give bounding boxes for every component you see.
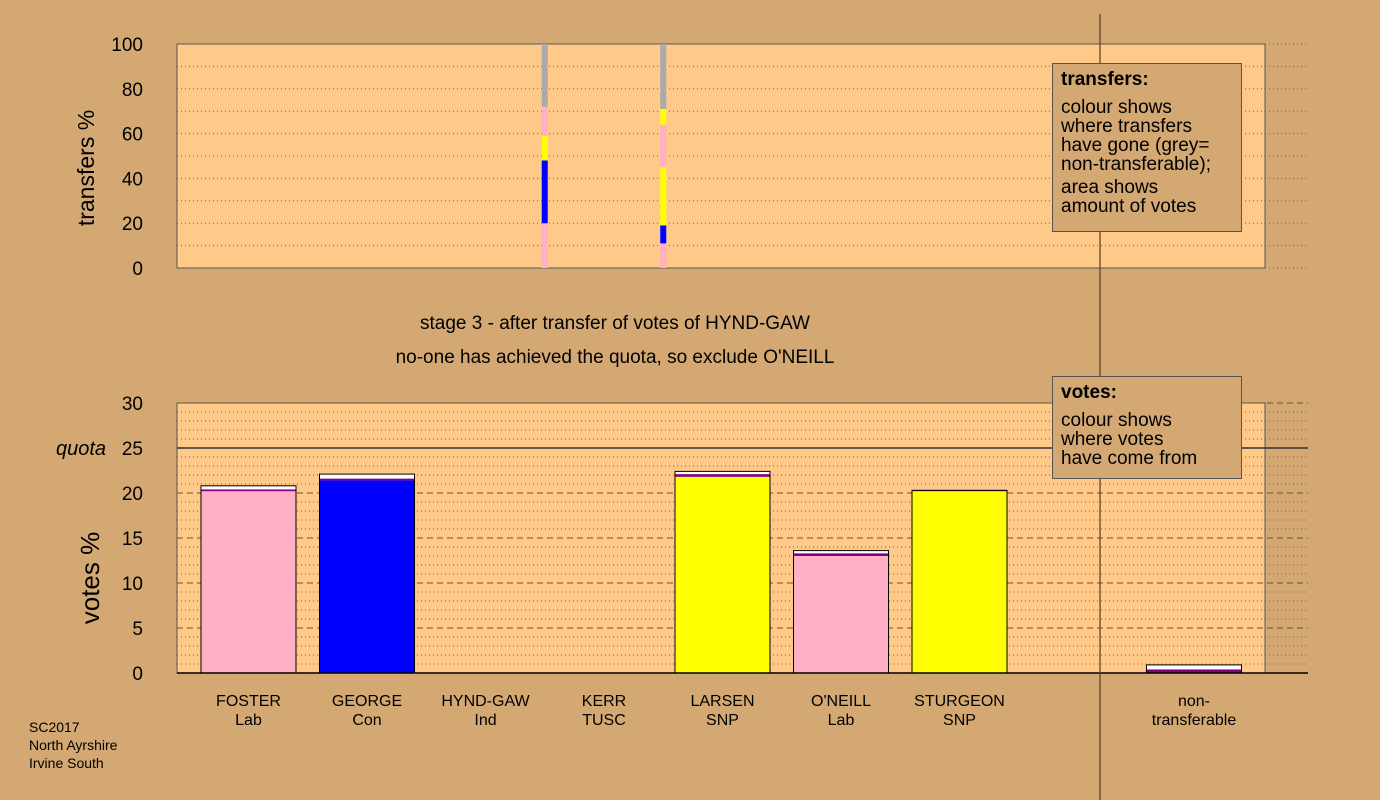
candidate-bar-segment — [912, 491, 1007, 673]
transfers-y-axis-label: transfers % — [73, 110, 99, 226]
transfer-segment — [660, 243, 667, 268]
candidate-bar-segment — [793, 556, 889, 673]
stage-text: no-one has achieved the quota, so exclud… — [396, 347, 835, 368]
nontransferable-bar-segment — [1146, 669, 1242, 673]
transfer-segment — [541, 135, 548, 161]
candidate-bar-segment — [793, 550, 889, 554]
candidate-name-label: O'NEILL — [811, 693, 871, 710]
votes-y-tick-label: 5 — [132, 619, 143, 640]
votes-y-tick-label: 25 — [122, 439, 143, 460]
candidate-name-label: HYND-GAW — [441, 693, 530, 710]
votes-legend: votes: colour shows where votes have com… — [1052, 376, 1242, 479]
nontransferable-label: transferable — [1152, 712, 1237, 729]
transfers-legend-line: colour shows — [1061, 97, 1172, 118]
stage-text: stage 3 - after transfer of votes of HYN… — [420, 313, 810, 334]
candidate-party-label: Ind — [474, 712, 496, 729]
votes-legend-line: have come from — [1061, 448, 1198, 469]
votes-legend-title: votes: — [1061, 382, 1117, 403]
candidate-bar-segment — [793, 553, 889, 556]
candidate-name-label: LARSEN — [690, 693, 754, 710]
candidate-party-label: Lab — [828, 712, 855, 729]
candidate-bar-segment — [675, 474, 770, 477]
candidate-name-label: GEORGE — [332, 693, 402, 710]
votes-y-tick-label: 0 — [132, 664, 143, 685]
transfer-segment — [660, 167, 667, 226]
candidate-bar-segment — [319, 478, 415, 481]
candidate-party-label: TUSC — [582, 712, 626, 729]
transfer-segment — [660, 124, 667, 168]
transfers-legend-line: area shows — [1061, 177, 1159, 198]
transfers-legend: transfers: colour shows where transfers … — [1052, 63, 1242, 232]
transfers-y-tick-label: 40 — [122, 169, 143, 190]
votes-y-tick-label: 15 — [122, 529, 143, 550]
transfers-legend-para-1: colour shows where transfers have gone (… — [1061, 98, 1233, 174]
transfers-legend-line: have gone (grey= — [1061, 135, 1210, 156]
election-footer: SC2017 North Ayrshire Irvine South — [29, 718, 117, 772]
transfers-legend-line: amount of votes — [1061, 196, 1197, 217]
candidate-bar-segment — [675, 476, 770, 673]
transfers-y-tick-label: 60 — [122, 125, 143, 146]
transfer-segment — [541, 44, 548, 107]
quota-label: quota — [56, 438, 106, 460]
candidate-party-label: Lab — [235, 712, 262, 729]
transfers-legend-para-2: area shows amount of votes — [1061, 178, 1233, 216]
candidate-bar-segment — [201, 489, 296, 492]
votes-legend-para-1: colour shows where votes have come from — [1061, 411, 1233, 468]
transfers-legend-title: transfers: — [1061, 69, 1149, 90]
transfers-legend-line: where transfers — [1061, 116, 1192, 137]
transfers-legend-line: non-transferable); — [1061, 154, 1211, 175]
votes-y-tick-label: 10 — [122, 574, 143, 595]
candidate-bar-segment — [675, 471, 770, 475]
candidate-name-label: KERR — [582, 693, 626, 710]
votes-y-axis-label: votes % — [75, 532, 105, 625]
votes-legend-line: where votes — [1061, 429, 1164, 450]
transfer-segment — [660, 225, 667, 244]
transfer-segment — [660, 108, 667, 125]
transfer-segment — [541, 223, 548, 268]
nontransferable-bar-segment — [1146, 664, 1242, 670]
candidate-bar-segment — [319, 474, 415, 479]
transfers-y-tick-label: 80 — [122, 80, 143, 101]
transfers-y-tick-label: 20 — [122, 214, 143, 235]
candidate-name-label: STURGEON — [914, 693, 1005, 710]
transfer-segment — [660, 44, 667, 109]
candidate-party-label: SNP — [943, 712, 976, 729]
transfers-y-tick-label: 0 — [132, 259, 143, 280]
candidate-bar-segment — [201, 491, 296, 673]
transfer-segment — [541, 160, 548, 224]
footer-line: Irvine South — [29, 755, 104, 771]
transfers-y-tick-label: 100 — [111, 35, 143, 56]
candidate-bar-segment — [319, 480, 415, 673]
footer-line: SC2017 — [29, 719, 80, 735]
footer-line: North Ayrshire — [29, 737, 118, 753]
transfer-segment — [541, 106, 548, 136]
candidate-bar-segment — [201, 485, 296, 490]
candidate-party-label: SNP — [706, 712, 739, 729]
votes-y-tick-label: 20 — [122, 484, 143, 505]
nontransferable-label: non- — [1178, 693, 1210, 710]
votes-y-tick-label: 30 — [122, 394, 143, 415]
votes-legend-line: colour shows — [1061, 410, 1172, 431]
candidate-party-label: Con — [352, 712, 381, 729]
candidate-name-label: FOSTER — [216, 693, 281, 710]
